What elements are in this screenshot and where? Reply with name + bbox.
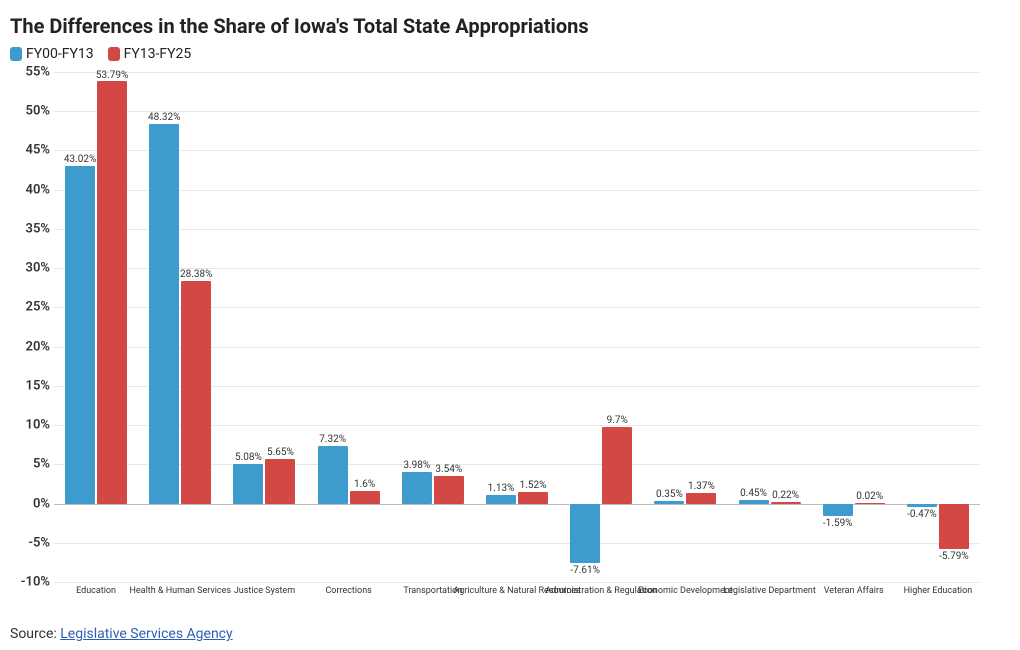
source-line: Source: Legislative Services Agency [10,626,233,642]
category-label: Justice System [234,586,295,596]
bar [265,459,295,503]
legend-label-series-0: FY00-FY13 [26,46,94,62]
category-label: Health & Human Services [129,586,231,596]
y-tick-label: 40% [10,182,50,197]
legend-swatch-series-1 [108,47,120,61]
bar-value-label: 0.02% [856,491,883,502]
y-tick-label: 25% [10,300,50,315]
bar-value-label: 28.38% [180,269,212,280]
bar-value-label: 53.79% [96,70,128,81]
category-label: Higher Education [904,586,973,596]
bar-value-label: 3.98% [403,460,430,471]
y-tick-label: 45% [10,143,50,158]
bar [97,81,127,503]
category-label: Corrections [325,586,371,596]
bar-value-label: 1.52% [520,480,547,491]
y-tick-label: 20% [10,339,50,354]
bar [654,501,684,504]
bar-value-label: -5.79% [939,551,969,562]
chart-title: The Differences in the Share of Iowa's T… [10,14,1010,38]
bar-value-label: -1.59% [823,518,853,529]
category-label: Education [76,586,116,596]
bar [602,427,632,503]
gridline [54,582,980,583]
bar [739,500,769,504]
bar-value-label: 3.54% [435,464,462,475]
legend-item-series-1: FY13-FY25 [108,46,192,62]
bar [233,464,263,504]
source-link[interactable]: Legislative Services Agency [60,626,232,642]
bars-layer: 43.02%53.79%Education48.32%28.38%Health … [54,72,980,582]
bar [149,124,179,503]
y-tick-label: 55% [10,65,50,80]
bar [65,166,95,504]
y-tick-label: 10% [10,418,50,433]
bar [570,504,600,564]
y-tick-label: 15% [10,378,50,393]
bar [518,492,548,504]
category-label: Veteran Affairs [824,586,884,596]
bar [486,495,516,504]
bar [771,502,801,504]
bar-value-label: 5.08% [235,452,262,463]
y-tick-label: 50% [10,104,50,119]
y-tick-label: 0% [10,496,50,511]
bar-value-label: -0.47% [907,509,937,520]
bar-value-label: 1.13% [488,483,515,494]
legend-label-series-1: FY13-FY25 [124,46,192,62]
y-tick-label: -10% [10,575,50,590]
bar-value-label: 7.32% [319,434,346,445]
legend-item-series-0: FY00-FY13 [10,46,94,62]
bar-value-label: 0.22% [772,490,799,501]
y-tick-label: -5% [10,535,50,550]
y-tick-label: 35% [10,221,50,236]
category-label: Legislative Department [723,586,815,596]
bar [823,504,853,516]
bar-value-label: 0.35% [656,489,683,500]
bar [686,493,716,504]
bar [350,491,380,504]
bar [181,281,211,504]
y-tick-label: 5% [10,457,50,472]
bar [939,504,969,549]
bar-value-label: 43.02% [64,154,96,165]
bar [434,476,464,504]
chart-container: The Differences in the Share of Iowa's T… [0,0,1020,650]
plot-area: -10%-5%0%5%10%15%20%25%30%35%40%45%50%55… [54,72,980,582]
bar [318,446,348,503]
category-label: Economic Development [638,586,733,596]
bar-value-label: 9.7% [607,415,628,426]
bar-value-label: 5.65% [267,447,294,458]
bar [907,504,937,508]
bar-value-label: -7.61% [570,565,600,576]
bar [855,503,885,504]
y-tick-label: 30% [10,261,50,276]
bar-value-label: 1.37% [688,481,715,492]
legend-swatch-series-0 [10,47,22,61]
bar-value-label: 0.45% [740,488,767,499]
legend: FY00-FY13 FY13-FY25 [10,46,1010,62]
source-prefix: Source: [10,626,60,642]
bar [402,472,432,503]
bar-value-label: 1.6% [354,479,375,490]
bar-value-label: 48.32% [148,112,180,123]
